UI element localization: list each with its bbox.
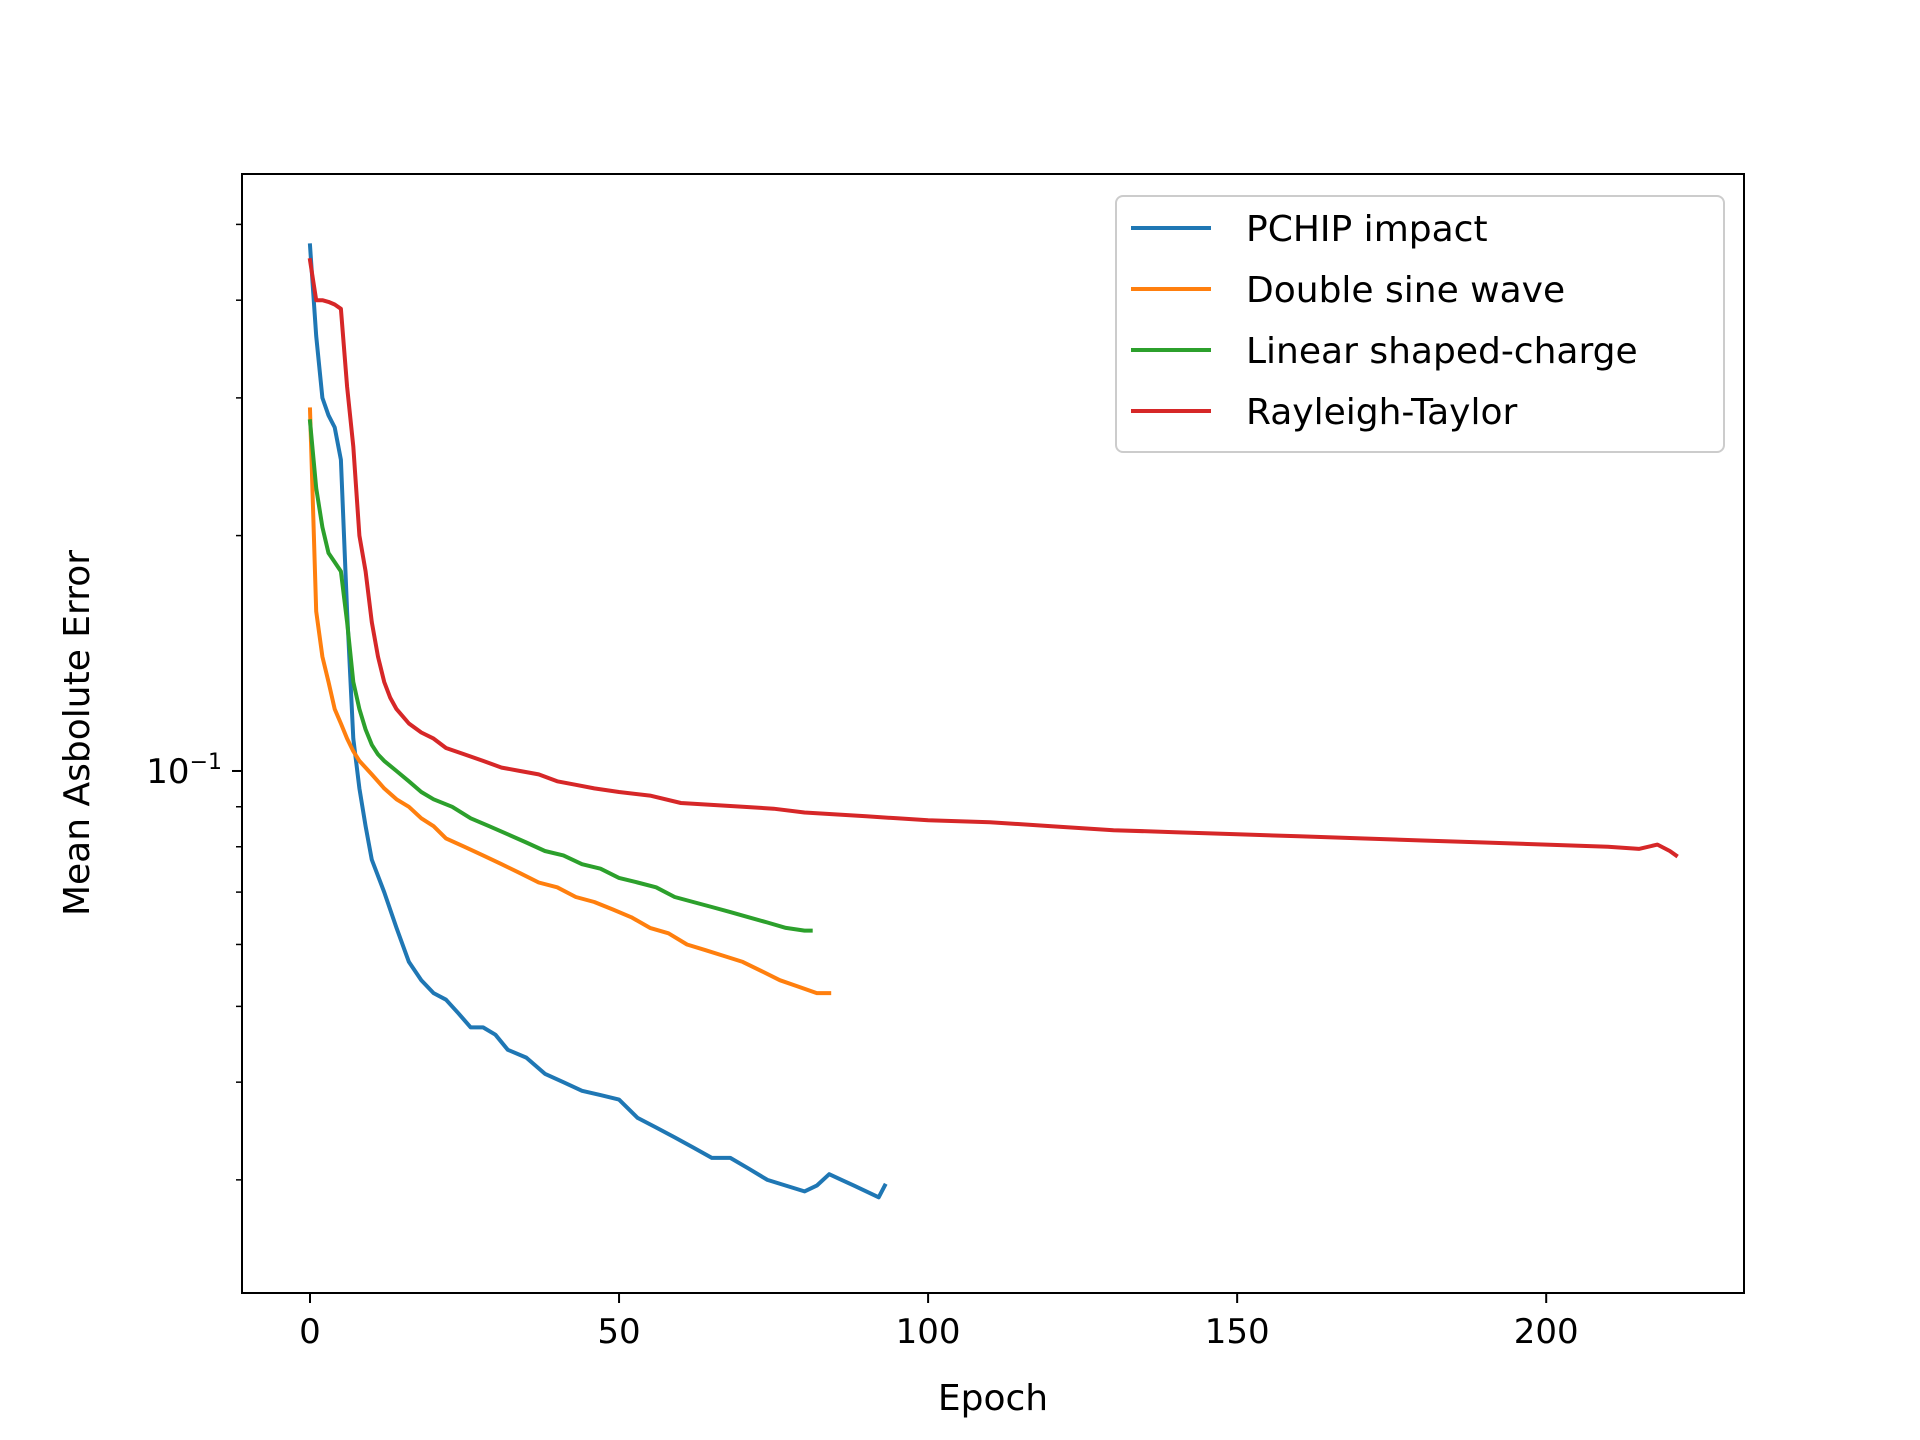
x-tick-label: 100 (896, 1312, 961, 1352)
x-tick-label: 150 (1205, 1312, 1270, 1352)
legend-label-3: Rayleigh-Taylor (1246, 392, 1518, 433)
y-axis: 10−1 (146, 223, 242, 1181)
x-tick-label: 0 (299, 1312, 321, 1352)
legend: PCHIP impact Double sine wave Linear shape… (1115, 195, 1725, 453)
x-tick-label: 200 (1514, 1312, 1579, 1352)
y-major-tick-label: 10−1 (146, 750, 222, 792)
legend-label-2: Linear shaped-charge (1246, 331, 1638, 372)
series-line-2 (307, 419, 813, 933)
x-tick-label: 50 (597, 1312, 640, 1352)
legend-label-0: PCHIP impact (1246, 209, 1488, 250)
plot-frame (241, 173, 1745, 1294)
y-axis-title: Mean Asbolute Error (57, 550, 98, 916)
series-line-1 (307, 407, 832, 996)
legend-label-1: Double sine wave (1246, 270, 1565, 311)
series-layer (307, 243, 1679, 1200)
x-axis-title: Epoch (938, 1378, 1048, 1419)
series-line-3 (307, 257, 1679, 859)
legend-box (1115, 195, 1725, 453)
x-axis: 0 50 100 150 200 (299, 1293, 1579, 1352)
